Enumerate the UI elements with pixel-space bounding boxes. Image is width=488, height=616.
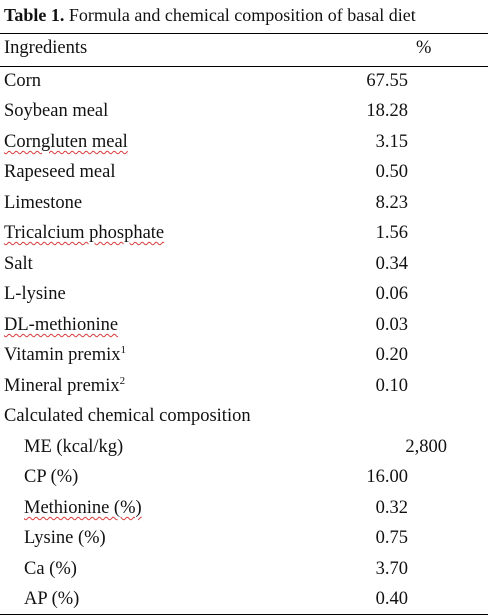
table-row: Corn 67.55 (0, 68, 488, 98)
ingredient-value: 0.20 (375, 345, 408, 365)
composition-value: 2,800 (405, 437, 447, 457)
composition-value: 16.00 (366, 467, 408, 487)
table-row: AP (%) 0.40 (0, 586, 488, 616)
ingredient-name: Tricalcium phosphate (4, 223, 165, 243)
ingredient-name: Soybean meal (4, 101, 109, 121)
ingredient-value: 1.56 (375, 223, 408, 243)
table-caption: Table 1. Formula and chemical compositio… (4, 5, 416, 26)
composition-name: AP (%) (24, 589, 80, 609)
percent-header: % (416, 38, 432, 58)
table-row: Corngluten meal 3.15 (0, 129, 488, 159)
ingredient-name: Vitamin premix1 (4, 344, 127, 366)
composition-name: Lysine (%) (24, 528, 106, 548)
table-row: Tricalcium phosphate 1.56 (0, 220, 488, 250)
composition-value: 3.70 (375, 559, 408, 579)
ingredient-name: DL-methionine (4, 315, 119, 335)
composition-value: 0.40 (375, 589, 408, 609)
bottom-rule (0, 614, 488, 615)
ingredient-name: Mineral premix2 (4, 375, 126, 397)
table-row: L-lysine 0.06 (0, 281, 488, 311)
composition-name: Methionine (%) (24, 498, 142, 518)
composition-value: 0.32 (375, 498, 408, 518)
ingredient-value: 0.34 (375, 254, 408, 274)
composition-heading-row: Calculated chemical composition (0, 403, 488, 433)
composition-value: 0.75 (375, 528, 408, 548)
footnote-marker: 2 (119, 375, 126, 387)
table-row: Soybean meal 18.28 (0, 98, 488, 128)
header-rule (0, 66, 488, 67)
table-row: Mineral premix2 0.10 (0, 373, 488, 403)
composition-name: ME (kcal/kg) (24, 437, 124, 457)
composition-name: CP (%) (24, 467, 79, 487)
ingredient-value: 8.23 (375, 193, 408, 213)
ingredients-header: Ingredients (4, 38, 88, 58)
ingredient-value: 0.03 (375, 315, 408, 335)
ingredient-name: Corngluten meal (4, 132, 128, 152)
table-row: Ca (%) 3.70 (0, 556, 488, 586)
composition-heading: Calculated chemical composition (4, 406, 251, 426)
ingredient-value: 67.55 (366, 71, 408, 91)
table-number: Table 1. (4, 5, 65, 25)
table-row: DL-methionine 0.03 (0, 312, 488, 342)
footnote-marker: 1 (120, 344, 127, 356)
ingredient-value: 18.28 (366, 101, 408, 121)
composition-name: Ca (%) (24, 559, 77, 579)
table-row: Methionine (%) 0.32 (0, 495, 488, 525)
ingredient-value: 3.15 (375, 132, 408, 152)
table-row: CP (%) 16.00 (0, 464, 488, 494)
ingredient-name: Corn (4, 71, 41, 91)
table-title: Formula and chemical composition of basa… (64, 5, 416, 25)
table-row: Lysine (%) 0.75 (0, 525, 488, 555)
header-row: Ingredients % (0, 35, 488, 65)
table-row: Limestone 8.23 (0, 190, 488, 220)
ingredient-name: Rapeseed meal (4, 162, 116, 182)
ingredient-value: 0.06 (375, 284, 408, 304)
table-row: Rapeseed meal 0.50 (0, 159, 488, 189)
top-rule (0, 33, 488, 34)
table-row: Salt 0.34 (0, 251, 488, 281)
ingredient-name: L-lysine (4, 284, 66, 304)
ingredient-name: Salt (4, 254, 33, 274)
ingredient-name: Limestone (4, 193, 83, 213)
ingredient-value: 0.50 (375, 162, 408, 182)
table-row: ME (kcal/kg) 2,800 (0, 434, 488, 464)
ingredient-value: 0.10 (375, 376, 408, 396)
table-row: Vitamin premix1 0.20 (0, 342, 488, 372)
